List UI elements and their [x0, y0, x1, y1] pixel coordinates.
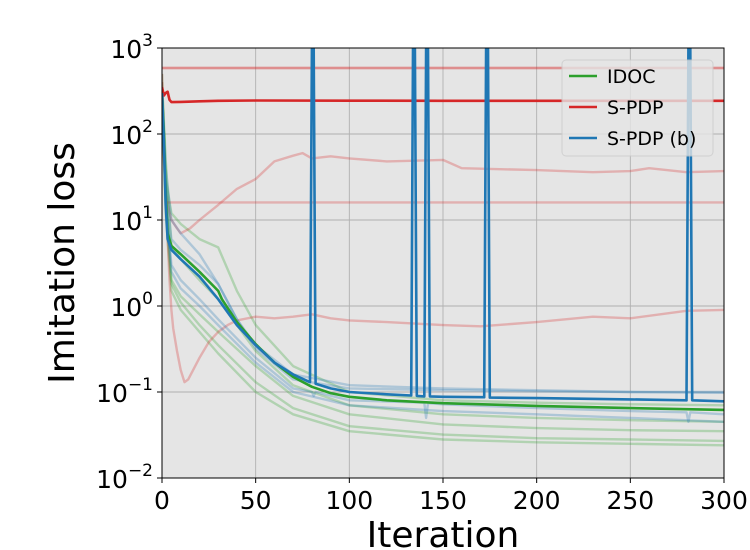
y-tick-label: 101	[110, 203, 153, 236]
series-trial-line-idoc	[162, 87, 724, 407]
series-trial-line-idoc	[162, 99, 724, 447]
y-tick-label: 103	[110, 31, 153, 64]
series-trial-line-idoc	[162, 92, 724, 443]
legend-label-idoc: IDOC	[607, 66, 655, 88]
legend-label-s-pdp-b: S-PDP (b)	[607, 128, 696, 150]
ticks: 0 50 100 150 200 250 300 103 102 101 100 10−1 10−2	[96, 31, 748, 515]
legend-label-s-pdp: S-PDP	[607, 97, 663, 119]
series-trial-line-idoc	[162, 73, 724, 433]
series-line-s-pdp-b	[162, 48, 724, 403]
legend: IDOC S-PDP S-PDP (b)	[561, 59, 714, 157]
x-tick-label: 250	[606, 486, 654, 515]
series-trial-line-s-pdp	[162, 82, 724, 384]
series-trial-line-s-pdp-b	[162, 92, 724, 423]
x-tick-label: 150	[419, 486, 467, 515]
y-tick-label: 10−2	[96, 461, 153, 494]
y-tick-label: 102	[110, 117, 153, 150]
x-tick-label: 50	[240, 486, 272, 515]
y-tick-label: 10−1	[96, 375, 153, 408]
series-line-s-pdp	[162, 86, 724, 104]
series-trial-line-s-pdp-b	[162, 95, 724, 423]
x-tick-label: 300	[700, 486, 748, 515]
series-trial-line-s-pdp	[162, 73, 724, 235]
legend-box	[561, 59, 714, 157]
y-tick-label: 100	[110, 289, 153, 322]
x-tick-label: 0	[154, 486, 170, 515]
y-axis-label: Imitation loss	[42, 142, 83, 384]
x-tick-label: 100	[325, 486, 373, 515]
x-tick-label: 200	[513, 486, 561, 515]
x-axis-label: Iteration	[367, 515, 520, 550]
